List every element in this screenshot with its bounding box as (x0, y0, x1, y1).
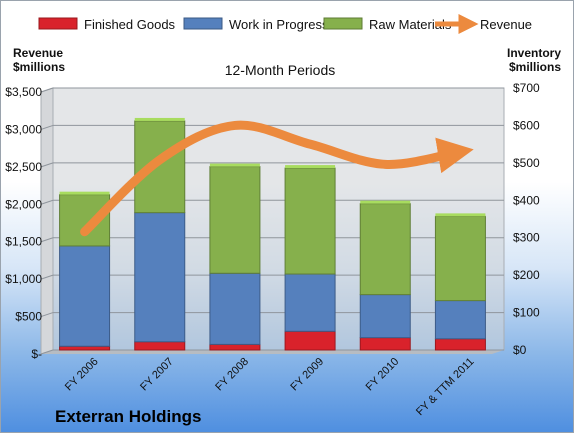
category-label: FY 2007 (138, 356, 176, 394)
left-tick-label: $500 (15, 310, 42, 324)
legend-swatch-2 (323, 17, 363, 30)
left-tick-label: $2,000 (5, 197, 42, 211)
legend-label-0: Finished Goods (84, 17, 176, 32)
bar-segment-work-in-progress (134, 212, 186, 343)
bar-segment-cap (360, 200, 411, 204)
left-tick-label: $3,000 (5, 122, 42, 136)
legend-label-1: Work in Progress (229, 17, 329, 32)
company-title: Exterran Holdings (55, 407, 201, 426)
revenue-line-path (80, 120, 474, 237)
left-tick-label: $1,500 (5, 235, 42, 249)
chart-subtitle: 12-Month Periods (225, 62, 336, 78)
legend-label-3: Revenue (480, 17, 532, 32)
left-axis-title-line1: Revenue (13, 46, 63, 60)
bar-segment-cap (59, 191, 110, 195)
left-tick-label: $2,500 (5, 160, 42, 174)
right-tick-label: $600 (513, 118, 540, 132)
bar-segment-finished-goods (434, 338, 486, 351)
category-label: FY 2009 (288, 356, 326, 394)
bar-segment-cap (134, 117, 185, 121)
left-tick-label: $- (31, 347, 42, 361)
gridline-side (40, 199, 54, 205)
bar-segment-finished-goods (209, 343, 261, 351)
bar-segment-raw-materials (359, 203, 411, 296)
bar-segment-cap (435, 213, 486, 217)
bar-segment-raw-materials (134, 120, 186, 214)
right-tick-label: $200 (513, 268, 540, 282)
category-label: FY 2008 (213, 356, 251, 394)
bar-segment-work-in-progress (284, 273, 336, 332)
gridline-side (40, 87, 54, 93)
plot-floor (41, 350, 504, 354)
bar-segment-finished-goods (359, 337, 411, 351)
bar-segment-work-in-progress (209, 272, 261, 345)
gridline-side (40, 237, 54, 243)
legend-swatch-0 (38, 17, 78, 30)
bar-segment-cap (285, 165, 336, 169)
right-axis-title-line2: $millions (509, 60, 561, 74)
bar-segment-finished-goods (59, 345, 111, 351)
category-label: FY & TTM 2011 (414, 356, 477, 419)
bar-segment-raw-materials (209, 166, 261, 274)
right-tick-label: $100 (513, 306, 540, 320)
bar-segment-raw-materials (59, 194, 111, 247)
right-tick-label: $400 (513, 193, 540, 207)
left-tick-label: $3,500 (5, 85, 42, 99)
left-axis-title-line2: $millions (13, 60, 65, 74)
bar-segment-cap (209, 163, 260, 167)
gridline-side (40, 274, 54, 280)
gridline-side (40, 312, 54, 318)
legend-swatch-1 (183, 17, 223, 30)
bar-segment-finished-goods (134, 341, 186, 351)
bars (59, 117, 486, 351)
category-label: FY 2010 (364, 356, 402, 394)
bar-segment-raw-materials (434, 215, 486, 302)
legend: Finished Goods Work in Progress Raw Materi… (38, 14, 532, 34)
left-tick-label: $1,000 (5, 272, 42, 286)
gridline-side (40, 124, 54, 130)
bar-segment-work-in-progress (59, 245, 111, 347)
legend-label-2: Raw Materials (369, 17, 452, 32)
category-label: FY 2006 (63, 356, 101, 394)
gridline-side (40, 349, 54, 355)
bar-segment-finished-goods (284, 330, 336, 351)
right-tick-label: $700 (513, 81, 540, 95)
right-tick-label: $300 (513, 231, 540, 245)
bar-segment-raw-materials (284, 167, 336, 275)
right-tick-label: $0 (513, 343, 527, 357)
bar-segment-work-in-progress (434, 300, 486, 340)
gridline-side (40, 162, 54, 168)
bar-segment-work-in-progress (359, 294, 411, 339)
revenue-line (80, 120, 474, 237)
right-axis-title-line1: Inventory (507, 46, 561, 60)
right-tick-label: $500 (513, 156, 540, 170)
